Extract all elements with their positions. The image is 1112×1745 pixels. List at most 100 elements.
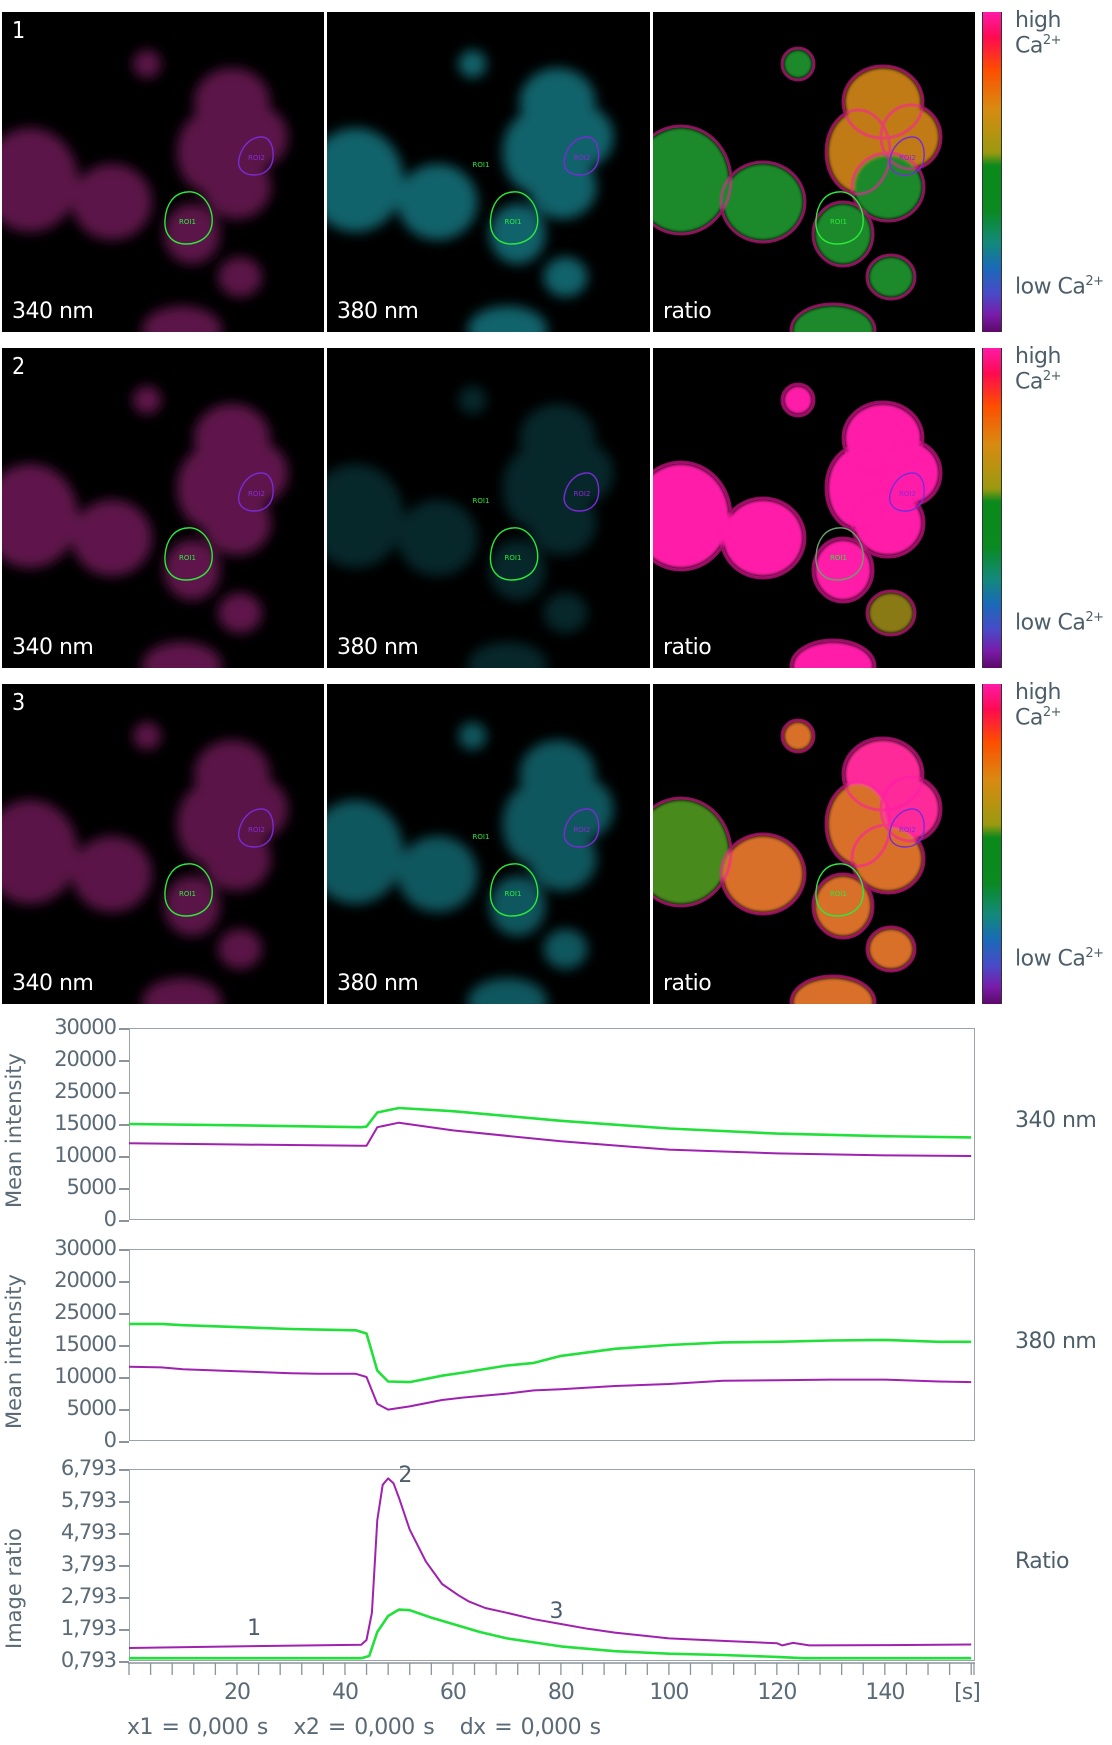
low-ca-text: low Ca bbox=[1015, 610, 1086, 636]
high-ca-text: high Ca bbox=[1015, 8, 1061, 59]
roi1-stray-label: ROI1 bbox=[473, 161, 490, 169]
charge-superscript: 2+ bbox=[1085, 946, 1104, 961]
y-axis-label: Mean intensity bbox=[2, 1274, 26, 1429]
channel-label: Ratio bbox=[1015, 1549, 1069, 1574]
y-tick-label: 5,793 bbox=[60, 1488, 117, 1512]
y-tick-mark bbox=[119, 1501, 129, 1503]
roi2-label: ROI2 bbox=[248, 490, 265, 498]
y-tick-label: 6,793 bbox=[60, 1456, 117, 1480]
roi1-label: ROI1 bbox=[179, 218, 196, 226]
panel-label: 340 nm bbox=[12, 971, 94, 996]
y-tick-mark bbox=[119, 1441, 129, 1443]
roi1-label: ROI1 bbox=[505, 890, 522, 898]
charge-superscript: 2+ bbox=[1042, 33, 1062, 48]
roi2-label: ROI2 bbox=[248, 826, 265, 834]
y-tick-label: 30000 bbox=[54, 1015, 117, 1039]
roi2-label: ROI2 bbox=[899, 826, 916, 834]
panel-label: ratio bbox=[663, 299, 712, 324]
y-tick-label: 20000 bbox=[54, 1268, 117, 1292]
roi2-outline: ROI2 bbox=[563, 472, 600, 512]
y-tick-label: 15000 bbox=[54, 1332, 117, 1356]
y-tick-label: 25000 bbox=[54, 1079, 117, 1103]
panel-label: 340 nm bbox=[12, 635, 94, 660]
roi2-label: ROI2 bbox=[574, 154, 591, 162]
x-tick-label: 80 bbox=[547, 1680, 575, 1705]
panel-ratio-1: ROI1 ROI2 ratio bbox=[653, 12, 975, 332]
series-lines bbox=[128, 1322, 972, 1411]
series-lines bbox=[128, 1106, 972, 1157]
y-tick-label: 15000 bbox=[54, 1111, 117, 1135]
x1-readout: x1 = 0,000 s bbox=[127, 1715, 268, 1740]
y-tick-label: 30000 bbox=[54, 1236, 117, 1260]
x-axis-ticks bbox=[128, 1662, 975, 1675]
roi2-label: ROI2 bbox=[899, 490, 916, 498]
roi2-outline: ROI2 bbox=[563, 808, 600, 848]
roi2-trace bbox=[128, 1477, 972, 1649]
y-tick-mark bbox=[119, 1281, 129, 1283]
y-tick-mark bbox=[119, 1409, 129, 1411]
dx-readout: dx = 0,000 s bbox=[459, 1715, 601, 1740]
roi1-outline: ROI1 bbox=[164, 863, 213, 917]
panel-label: ratio bbox=[663, 635, 712, 660]
plot-area bbox=[129, 1469, 975, 1661]
y-tick-mark bbox=[119, 1249, 129, 1251]
roi2-outline: ROI2 bbox=[888, 136, 925, 176]
row-number: 3 bbox=[12, 690, 26, 716]
x-tick-label: 120 bbox=[757, 1680, 797, 1705]
cursor-readout: x1 = 0,000 s x2 = 0,000 s dx = 0,000 s bbox=[127, 1715, 601, 1740]
panel-380-2: ROI1 ROI2 ROI1 380 nm bbox=[327, 348, 650, 668]
roi1-label: ROI1 bbox=[179, 890, 196, 898]
colorbar-ca bbox=[982, 348, 1002, 668]
low-ca-text: low Ca bbox=[1015, 274, 1086, 300]
low-ca-text: low Ca bbox=[1015, 946, 1086, 972]
roi1-trace bbox=[129, 1322, 972, 1384]
colorbar-low-label: low Ca2+ bbox=[1015, 946, 1104, 971]
roi1-trace bbox=[129, 1608, 972, 1660]
panel-label: 380 nm bbox=[337, 635, 419, 660]
colorbar-ca bbox=[982, 684, 1002, 1004]
colorbar-high-label: high Ca2+ bbox=[1015, 8, 1112, 58]
timepoint-marker-1: 1 bbox=[247, 1616, 262, 1642]
image-row-2: ROI1 ROI2 2 340 nm ROI1 ROI2 ROI1 380 nm ROI1 ROI… bbox=[2, 348, 975, 668]
roi2-outline: ROI2 bbox=[237, 136, 274, 176]
y-tick-label: 0,793 bbox=[60, 1648, 117, 1672]
panel-ratio-2: ROI1 ROI2 ratio bbox=[653, 348, 975, 668]
roi1-outline: ROI1 bbox=[489, 527, 539, 581]
panel-ratio-3: ROI1 ROI2 ratio bbox=[653, 684, 975, 1004]
y-tick-label: 20000 bbox=[54, 1047, 117, 1071]
colorbar-high-label: high Ca2+ bbox=[1015, 680, 1112, 730]
y-tick-mark bbox=[119, 1533, 129, 1535]
roi2-outline: ROI2 bbox=[237, 808, 274, 848]
x-tick-label: 60 bbox=[439, 1680, 467, 1705]
image-row-1: ROI1 ROI2 1 340 nm ROI1 ROI2 ROI1 380 nm ROI1 ROI… bbox=[2, 12, 975, 332]
y-tick-mark bbox=[119, 1469, 129, 1471]
panel-340-1: ROI1 ROI2 1 340 nm bbox=[2, 12, 324, 332]
roi1-stray-label: ROI1 bbox=[473, 497, 490, 505]
colorbar-low-label: low Ca2+ bbox=[1015, 274, 1104, 299]
roi2-outline: ROI2 bbox=[888, 472, 925, 512]
roi1-outline: ROI1 bbox=[489, 863, 539, 917]
y-tick-mark bbox=[119, 1188, 129, 1190]
roi1-stray-label: ROI1 bbox=[473, 833, 490, 841]
plot-area bbox=[129, 1028, 975, 1220]
high-ca-text: high Ca bbox=[1015, 680, 1061, 731]
x-axis-unit: [s] bbox=[954, 1680, 981, 1705]
y-tick-mark bbox=[119, 1028, 129, 1030]
high-ca-text: high Ca bbox=[1015, 344, 1061, 395]
panel-label: 380 nm bbox=[337, 971, 419, 996]
roi1-label: ROI1 bbox=[830, 890, 847, 898]
charge-superscript: 2+ bbox=[1042, 705, 1062, 720]
y-tick-label: 5000 bbox=[66, 1175, 117, 1199]
roi2-label: ROI2 bbox=[574, 490, 591, 498]
y-tick-mark bbox=[119, 1060, 129, 1062]
roi1-trace bbox=[128, 1106, 972, 1139]
y-axis-label: Mean intensity bbox=[2, 1053, 26, 1208]
y-tick-label: 10000 bbox=[54, 1143, 117, 1167]
panel-label: 380 nm bbox=[337, 299, 419, 324]
roi1-outline: ROI1 bbox=[164, 527, 213, 581]
channel-label: 380 nm bbox=[1015, 1329, 1097, 1354]
y-tick-mark bbox=[119, 1661, 129, 1663]
panel-380-1: ROI1 ROI2 ROI1 380 nm bbox=[327, 12, 650, 332]
y-tick-label: 25000 bbox=[54, 1300, 117, 1324]
y-tick-mark bbox=[119, 1313, 129, 1315]
